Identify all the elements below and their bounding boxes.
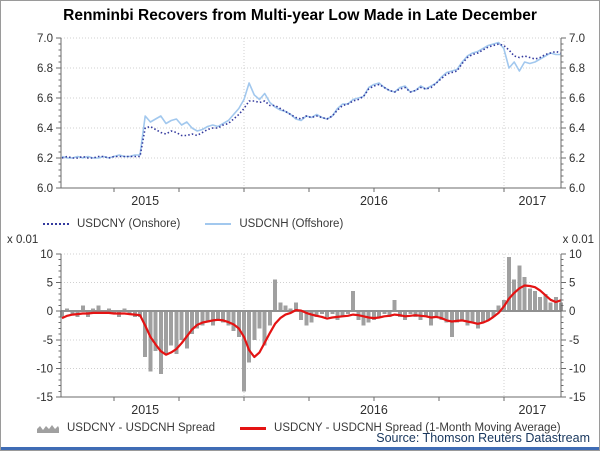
svg-text:6.2: 6.2 (569, 153, 585, 165)
svg-text:6.6: 6.6 (37, 93, 53, 105)
usdcny-dotted-line-icon (43, 223, 69, 225)
svg-text:2017: 2017 (519, 403, 547, 417)
usdcnh-legend-label: USDCNH (Offshore) (239, 218, 344, 230)
svg-text:7.0: 7.0 (37, 33, 53, 45)
svg-text:-10: -10 (36, 363, 53, 375)
svg-text:-15: -15 (569, 392, 586, 404)
svg-text:2016: 2016 (360, 403, 388, 417)
svg-text:5: 5 (569, 278, 575, 290)
svg-text:10: 10 (40, 249, 53, 261)
svg-text:7.0: 7.0 (569, 33, 585, 45)
legend-item-usdcnh: USDCNH (Offshore) (205, 218, 343, 230)
spread-legend-label: USDCNY - USDCNH Spread (67, 422, 216, 434)
usdcny-legend-label: USDCNY (Onshore) (77, 218, 181, 230)
bottom-accent-bar (1, 447, 599, 450)
multiplier-label-right: x 0.01 (562, 234, 594, 246)
svg-text:5: 5 (47, 278, 53, 290)
svg-text:0: 0 (569, 306, 575, 318)
svg-text:-15: -15 (36, 392, 53, 404)
svg-text:6.2: 6.2 (37, 153, 53, 165)
svg-text:6.0: 6.0 (569, 183, 585, 195)
svg-text:6.8: 6.8 (569, 63, 585, 75)
svg-text:2016: 2016 (360, 194, 388, 208)
svg-text:-10: -10 (569, 363, 586, 375)
moving-average-line-icon (240, 426, 267, 430)
chart-title: Renminbi Recovers from Multi-year Low Ma… (63, 7, 537, 24)
spread-ma-legend-label: USDCNY - USDCNH Spread (1-Month Moving A… (274, 422, 561, 434)
svg-text:0: 0 (47, 306, 53, 318)
svg-text:-5: -5 (569, 335, 579, 347)
multiplier-label-left: x 0.01 (7, 234, 39, 246)
svg-text:6.4: 6.4 (37, 123, 54, 135)
bottom-legend: USDCNY - USDCNH Spread USDCNY - USDCNH S… (37, 422, 561, 434)
svg-text:10: 10 (569, 249, 582, 261)
svg-text:6.6: 6.6 (569, 93, 585, 105)
svg-text:6.0: 6.0 (37, 183, 53, 195)
svg-text:2015: 2015 (131, 194, 159, 208)
usdcnh-line-icon (205, 223, 232, 225)
legend-item-spread: USDCNY - USDCNH Spread (37, 422, 215, 434)
svg-text:2017: 2017 (519, 194, 547, 208)
svg-text:-5: -5 (43, 335, 53, 347)
legend-item-usdcny: USDCNY (Onshore) (43, 218, 180, 230)
legend-item-spread-ma: USDCNY - USDCNH Spread (1-Month Moving A… (240, 422, 561, 434)
top-legend: USDCNY (Onshore) USDCNH (Offshore) (43, 218, 343, 230)
fx-level-chart: 6.0 6.0 6.2 6.2 6.4 6.4 6.6 6.6 6.8 6.8 7.0 7.0 2015… (37, 33, 586, 208)
spread-area-icon (37, 424, 59, 433)
svg-text:2015: 2015 (131, 403, 159, 417)
source-credit: Source: Thomson Reuters Datastream (376, 431, 590, 445)
svg-text:6.4: 6.4 (569, 123, 586, 135)
svg-text:6.8: 6.8 (37, 63, 53, 75)
